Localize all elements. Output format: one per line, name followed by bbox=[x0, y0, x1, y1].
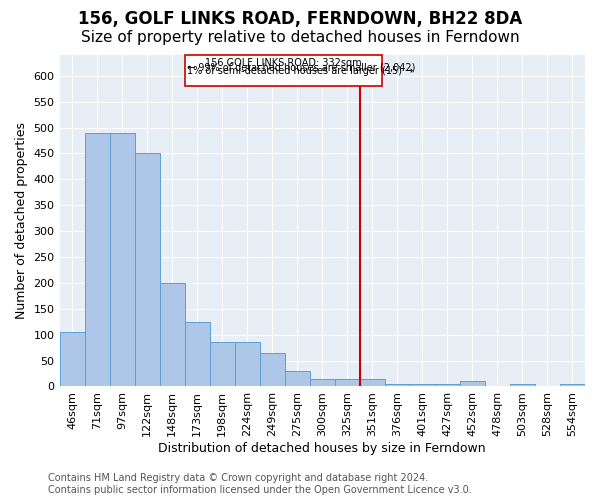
Y-axis label: Number of detached properties: Number of detached properties bbox=[15, 122, 28, 319]
Bar bbox=[59, 332, 85, 386]
Text: 156, GOLF LINKS ROAD, FERNDOWN, BH22 8DA: 156, GOLF LINKS ROAD, FERNDOWN, BH22 8DA bbox=[78, 10, 522, 28]
Bar bbox=[435, 384, 460, 386]
Bar bbox=[85, 132, 110, 386]
Bar bbox=[134, 154, 160, 386]
Bar bbox=[260, 353, 285, 386]
FancyBboxPatch shape bbox=[185, 55, 382, 86]
Bar bbox=[285, 371, 310, 386]
Bar bbox=[335, 378, 360, 386]
Bar bbox=[460, 382, 485, 386]
Bar bbox=[410, 384, 435, 386]
Bar bbox=[560, 384, 585, 386]
Text: 156 GOLF LINKS ROAD: 332sqm: 156 GOLF LINKS ROAD: 332sqm bbox=[205, 58, 362, 68]
Bar bbox=[510, 384, 535, 386]
Bar bbox=[235, 342, 260, 386]
Bar bbox=[110, 132, 134, 386]
Text: Contains HM Land Registry data © Crown copyright and database right 2024.
Contai: Contains HM Land Registry data © Crown c… bbox=[48, 474, 472, 495]
Bar bbox=[385, 384, 410, 386]
Bar bbox=[160, 283, 185, 387]
Text: Size of property relative to detached houses in Ferndown: Size of property relative to detached ho… bbox=[80, 30, 520, 45]
X-axis label: Distribution of detached houses by size in Ferndown: Distribution of detached houses by size … bbox=[158, 442, 486, 455]
Text: ← 99% of detached houses are smaller (2,042): ← 99% of detached houses are smaller (2,… bbox=[187, 62, 416, 72]
Bar bbox=[209, 342, 235, 386]
Text: 1% of semi-detached houses are larger (15) →: 1% of semi-detached houses are larger (1… bbox=[187, 66, 413, 76]
Bar bbox=[310, 378, 335, 386]
Bar bbox=[360, 378, 385, 386]
Bar bbox=[185, 322, 209, 386]
